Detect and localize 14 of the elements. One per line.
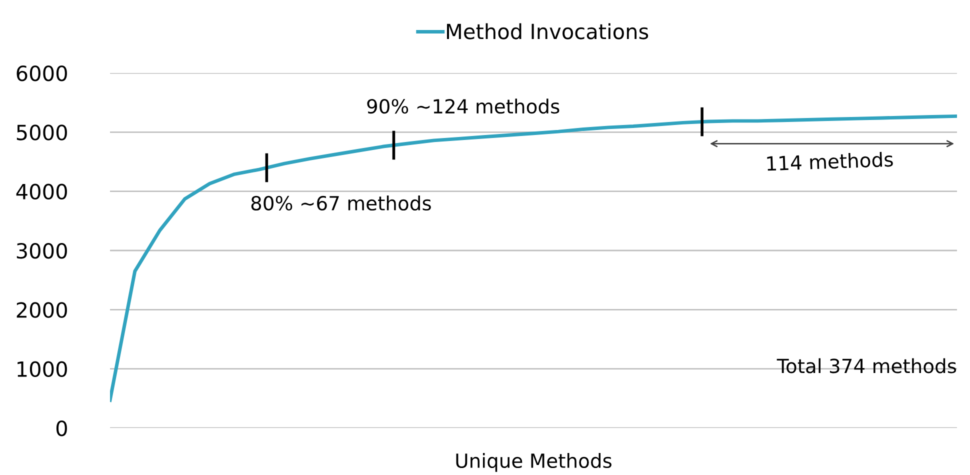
legend-label: Method Invocations bbox=[447, 23, 648, 40]
x-axis-title: Unique Methods bbox=[456, 453, 612, 472]
annotation: 90% ~124 methods bbox=[367, 98, 560, 114]
y-tick-label: 6000 bbox=[16, 65, 67, 82]
y-tick-label: 5000 bbox=[16, 124, 67, 140]
y-tick-label: 3000 bbox=[16, 242, 67, 259]
y-tick-label: 0 bbox=[56, 420, 67, 436]
annotation: 80% ~67 methods bbox=[251, 196, 431, 211]
y-tick-label: 4000 bbox=[16, 184, 67, 200]
y-tick-label: 1000 bbox=[18, 361, 67, 378]
y-tick-label: 2000 bbox=[16, 302, 67, 318]
annotation: 114 methods bbox=[767, 152, 893, 171]
line-series bbox=[110, 114, 957, 402]
annotation: Total 374 methods bbox=[776, 358, 956, 374]
